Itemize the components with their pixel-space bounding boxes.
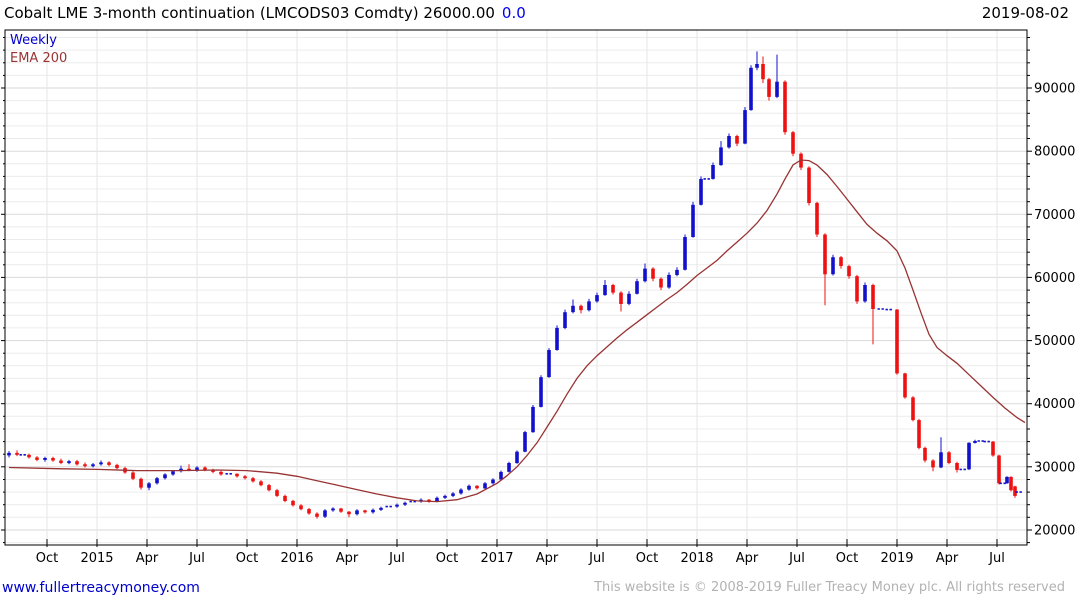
copyright-text: This website is © 2008-2019 Fuller Treac…: [594, 580, 1065, 595]
chart-legend: Weekly EMA 200: [10, 32, 67, 68]
svg-text:2015: 2015: [80, 551, 113, 566]
svg-text:40000: 40000: [1034, 397, 1075, 412]
svg-text:Oct: Oct: [836, 551, 858, 566]
svg-text:Jul: Jul: [788, 551, 805, 566]
svg-text:Apr: Apr: [936, 551, 959, 566]
svg-text:Oct: Oct: [236, 551, 258, 566]
svg-text:Apr: Apr: [736, 551, 759, 566]
svg-text:2018: 2018: [680, 551, 713, 566]
svg-text:Jul: Jul: [588, 551, 605, 566]
svg-text:70000: 70000: [1034, 208, 1075, 223]
svg-text:2017: 2017: [480, 551, 513, 566]
svg-text:50000: 50000: [1034, 334, 1075, 349]
legend-weekly-label: Weekly: [10, 33, 57, 48]
legend-ema-label: EMA 200: [10, 51, 68, 66]
svg-text:Apr: Apr: [336, 551, 359, 566]
svg-text:80000: 80000: [1034, 145, 1075, 160]
change-value: 0.0: [501, 4, 526, 22]
svg-text:Jul: Jul: [388, 551, 405, 566]
svg-text:Jul: Jul: [188, 551, 205, 566]
svg-text:60000: 60000: [1034, 271, 1075, 286]
svg-text:2016: 2016: [280, 551, 313, 566]
svg-text:Apr: Apr: [536, 551, 559, 566]
as-of-date: 2019-08-02: [981, 4, 1069, 22]
site-link[interactable]: www.fullertreacymoney.com: [2, 580, 200, 596]
page-title: Cobalt LME 3-month continuation (LMCODS0…: [4, 4, 495, 22]
svg-text:Apr: Apr: [136, 551, 159, 566]
chart-header: Cobalt LME 3-month continuation (LMCODS0…: [4, 4, 1071, 26]
svg-text:Oct: Oct: [636, 551, 658, 566]
svg-text:90000: 90000: [1034, 82, 1075, 97]
svg-text:30000: 30000: [1034, 460, 1075, 475]
svg-text:20000: 20000: [1034, 524, 1075, 539]
svg-text:Oct: Oct: [436, 551, 458, 566]
svg-text:Oct: Oct: [36, 551, 58, 566]
svg-text:Jul: Jul: [988, 551, 1005, 566]
svg-text:2019: 2019: [880, 551, 913, 566]
